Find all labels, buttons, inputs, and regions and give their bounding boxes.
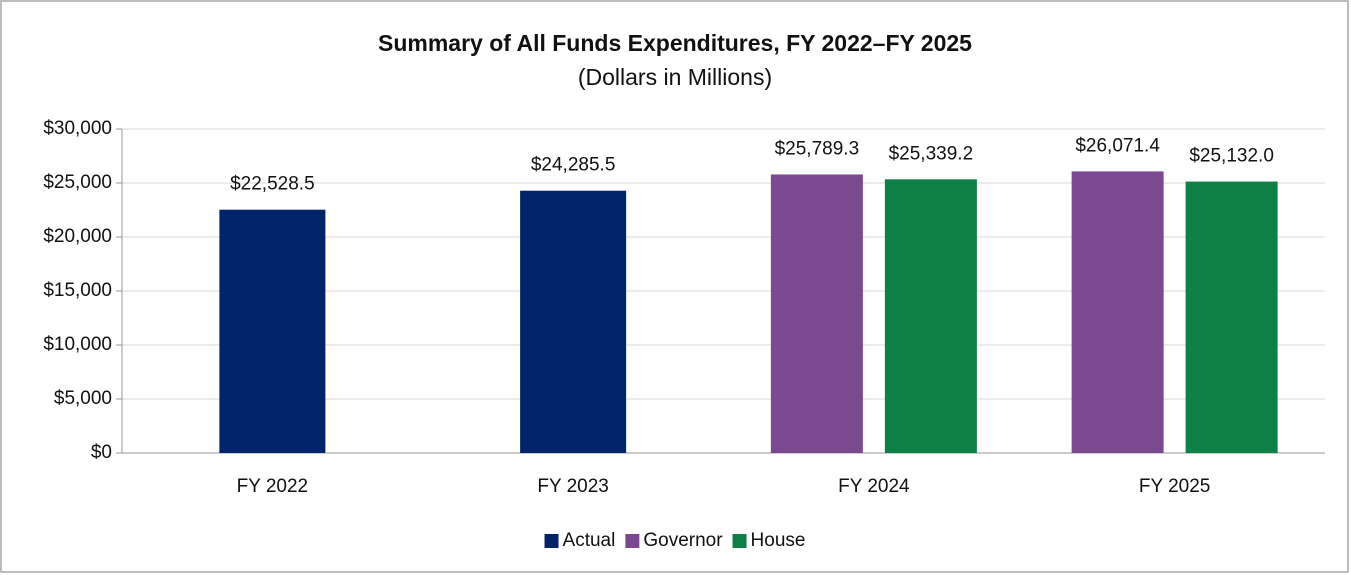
bar bbox=[770, 174, 863, 453]
y-tick-label: $25,000 bbox=[43, 172, 112, 193]
value-label: $25,132.0 bbox=[1189, 146, 1274, 167]
bar bbox=[219, 209, 326, 453]
value-label: $25,789.3 bbox=[775, 138, 860, 159]
y-tick-label: $20,000 bbox=[43, 226, 112, 247]
legend-label: Actual bbox=[563, 530, 616, 551]
value-label: $25,339.2 bbox=[889, 143, 974, 164]
x-tick-label: FY 2024 bbox=[838, 476, 910, 497]
value-label: $24,285.5 bbox=[531, 155, 616, 176]
legend-swatch bbox=[625, 534, 640, 548]
bar bbox=[520, 190, 627, 453]
legend-label: Governor bbox=[643, 530, 723, 551]
y-tick-label: $30,000 bbox=[43, 118, 112, 139]
x-tick-label: FY 2022 bbox=[237, 476, 308, 497]
bar bbox=[1071, 171, 1164, 453]
y-tick-label: $0 bbox=[91, 442, 112, 463]
x-tick-label: FY 2025 bbox=[1139, 476, 1210, 497]
value-label: $26,071.4 bbox=[1075, 135, 1160, 156]
value-label: $22,528.5 bbox=[230, 174, 315, 195]
bar bbox=[1185, 181, 1278, 453]
legend-swatch bbox=[544, 534, 559, 548]
legend-label: House bbox=[751, 530, 806, 551]
bar bbox=[884, 179, 977, 453]
y-tick-label: $15,000 bbox=[43, 280, 112, 301]
x-tick-label: FY 2023 bbox=[537, 476, 608, 497]
chart-subtitle: (Dollars in Millions) bbox=[578, 64, 772, 90]
y-tick-label: $5,000 bbox=[54, 388, 112, 409]
chart-title: Summary of All Funds Expenditures, FY 20… bbox=[378, 30, 972, 56]
legend-swatch bbox=[732, 534, 747, 548]
y-tick-label: $10,000 bbox=[43, 334, 112, 355]
